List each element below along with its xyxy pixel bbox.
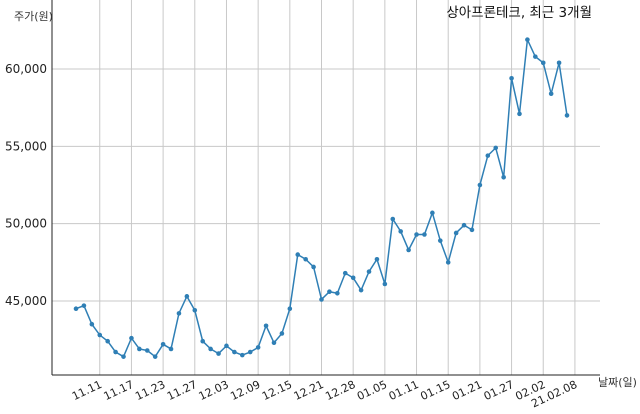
data-point	[168, 346, 174, 352]
x-tick-label: 12.03	[197, 378, 231, 403]
data-point	[224, 343, 229, 349]
x-tick-label: 01.21	[450, 378, 484, 403]
data-point	[271, 340, 277, 346]
data-point	[390, 216, 396, 222]
data-point	[461, 222, 467, 228]
data-point	[97, 332, 103, 338]
data-point	[311, 264, 316, 270]
data-point	[295, 252, 301, 257]
y-axis-label: 주가(원)	[14, 10, 53, 23]
data-point	[327, 289, 332, 295]
data-point	[564, 113, 570, 118]
data-points	[73, 37, 570, 359]
x-tick-label: 01.15	[418, 378, 452, 403]
data-point	[319, 297, 324, 302]
data-point	[184, 294, 190, 299]
data-point	[382, 281, 388, 287]
x-tick-label: 11.23	[133, 378, 167, 403]
horizontal-gridlines	[52, 68, 600, 302]
data-point	[342, 270, 348, 276]
y-tick-label: 45,000	[5, 294, 47, 308]
y-tick-label: 50,000	[5, 217, 47, 231]
data-point	[240, 352, 245, 358]
data-point	[216, 351, 221, 356]
data-point	[160, 342, 166, 347]
data-point	[263, 323, 269, 329]
data-point	[525, 37, 530, 42]
data-point	[374, 256, 380, 262]
data-point	[540, 60, 546, 66]
data-point	[358, 287, 364, 293]
data-point	[73, 306, 79, 312]
x-tick-label: 12.09	[228, 378, 262, 403]
data-point	[453, 230, 459, 236]
data-point	[200, 338, 206, 344]
data-point	[469, 227, 475, 233]
x-tick-labels: 11.1111.1711.2311.2712.0312.0912.1512.21…	[70, 378, 579, 410]
data-point	[176, 311, 182, 316]
data-point	[477, 182, 483, 188]
x-tick-label: 12.21	[292, 378, 326, 403]
data-point	[350, 275, 356, 281]
x-tick-label: 01.27	[482, 378, 516, 403]
data-point	[287, 306, 293, 312]
chart-title: 상아프론테크, 최근 3개월	[446, 5, 592, 21]
data-point	[113, 349, 118, 355]
data-point	[279, 331, 285, 336]
data-point	[422, 232, 427, 237]
data-point	[192, 307, 198, 313]
y-tick-labels: 45,000 50,000 55,000 60,000	[5, 62, 47, 308]
data-point	[493, 145, 499, 151]
x-tick-label: 12.28	[323, 378, 357, 403]
data-point	[137, 346, 142, 352]
data-point	[255, 345, 261, 350]
data-point	[89, 321, 95, 327]
x-tick-label: 11.27	[165, 378, 199, 403]
data-point	[152, 354, 158, 359]
data-point	[105, 338, 110, 344]
x-tick-label: 12.15	[260, 378, 294, 403]
data-point	[548, 91, 554, 97]
data-point	[509, 75, 514, 81]
data-point	[501, 174, 506, 180]
data-point	[247, 349, 253, 355]
x-tick-label: 01.05	[355, 378, 389, 403]
data-point	[406, 247, 411, 253]
vertical-gridlines	[99, 0, 576, 375]
x-tick-label: 01.11	[387, 378, 421, 403]
x-tick-label: 11.11	[70, 378, 104, 403]
data-point	[398, 229, 403, 234]
x-axis-label: 날짜(일)	[598, 375, 637, 389]
data-point	[121, 354, 126, 359]
data-point	[129, 335, 134, 341]
data-point	[517, 111, 522, 117]
y-tick-label: 55,000	[5, 139, 47, 153]
data-point	[533, 54, 538, 59]
data-point	[81, 303, 87, 308]
data-point	[556, 60, 562, 66]
x-tick-label: 11.17	[102, 378, 136, 403]
data-point	[430, 210, 435, 216]
y-tick-label: 60,000	[5, 62, 47, 76]
data-point	[208, 346, 213, 352]
data-point	[232, 349, 237, 355]
data-point	[445, 260, 451, 265]
data-point	[437, 238, 443, 243]
data-point	[414, 232, 419, 237]
data-point	[335, 290, 340, 296]
data-point	[366, 269, 372, 274]
data-point	[144, 348, 150, 353]
data-point	[485, 153, 491, 158]
data-point	[303, 256, 308, 262]
